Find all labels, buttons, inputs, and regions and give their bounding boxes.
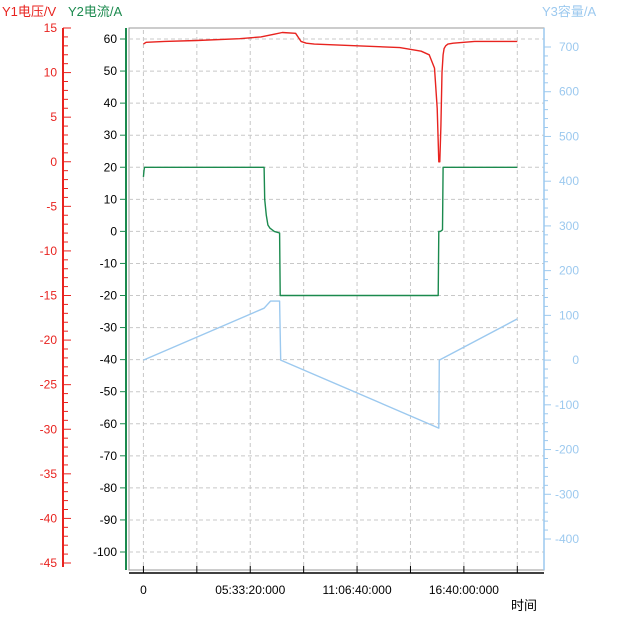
y1-tick-label: -20 [40,333,58,347]
y3-tick-label: -100 [555,398,579,412]
x-axis-title: 时间 [511,598,537,613]
x-tick-label: 0 [140,583,147,597]
x-tick-label: 16:40:00:000 [429,583,499,597]
y3-tick-label: 500 [559,129,579,143]
y2-tick-label: -40 [100,353,118,367]
y2-tick-label: -100 [93,545,117,559]
y1-tick-label: 0 [50,155,57,169]
y3-tick-label: 0 [572,353,579,367]
y2-tick-label: -30 [100,321,118,335]
y2-tick-label: -10 [100,256,118,270]
y1-tick-label: 15 [44,21,58,35]
y3-tick-label: -400 [555,532,579,546]
series-layer [142,31,518,429]
y2-tick-label: -70 [100,449,118,463]
y1-axis-title: Y1电压/V [2,4,57,19]
series-line-y2 [142,166,518,297]
y3-tick-label: 100 [559,308,579,322]
x-axis: 0 05:33:20:000 11:06:40:000 16:40:00:000 [129,566,544,597]
y2-tick-label: -20 [100,289,118,303]
y3-tick-label: 200 [559,264,579,278]
y1-axis: 15 10 5 0 -5 -10 -15 -20 -25 -30 -35 -40 -45 [40,21,71,570]
y1-tick-label: -30 [40,422,58,436]
y2-axis-title: Y2电流/A [68,4,123,19]
y2-tick-label: 10 [104,192,118,206]
y2-axis: 60 50 40 30 20 10 0 -10 -20 -30 -40 -50 -60 -70 -80 -90… [93,28,127,570]
y1-tick-label: -5 [46,199,57,213]
x-tick-label: 11:06:40:000 [322,583,392,597]
y1-tick-label: -45 [40,556,58,570]
y2-tick-label: -60 [100,417,118,431]
y3-axis: 700 600 500 400 300 200 100 0 -100 -200 -300 -400 [543,28,579,570]
y1-tick-label: -15 [40,289,58,303]
y2-tick-label: -90 [100,513,118,527]
y3-tick-label: -200 [555,443,579,457]
x-tick-label: 05:33:20:000 [215,583,285,597]
series-line-y3 [143,300,518,429]
y2-tick-label: 40 [104,96,118,110]
y1-tick-label: -25 [40,378,58,392]
y2-tick-label: 60 [104,32,118,46]
y1-tick-label: -35 [40,467,58,481]
y3-tick-label: 400 [559,174,579,188]
y3-axis-title: Y3容量/A [542,4,597,19]
y2-tick-label: 50 [104,64,118,78]
y3-tick-label: 700 [559,40,579,54]
y2-tick-label: 20 [104,160,118,174]
series-line-y1 [143,31,518,163]
y2-tick-label: 0 [110,224,117,238]
y2-tick-label: -80 [100,481,118,495]
y1-tick-label: 5 [50,110,57,124]
y2-tick-label: 30 [104,128,118,142]
y3-tick-label: 600 [559,85,579,99]
y2-tick-label: -50 [100,385,118,399]
y1-tick-label: -40 [40,511,58,525]
y3-tick-label: -300 [555,487,579,501]
y1-tick-label: 10 [44,66,58,80]
y1-tick-label: -10 [40,244,58,258]
y3-tick-label: 300 [559,219,579,233]
plot-area [128,27,545,571]
